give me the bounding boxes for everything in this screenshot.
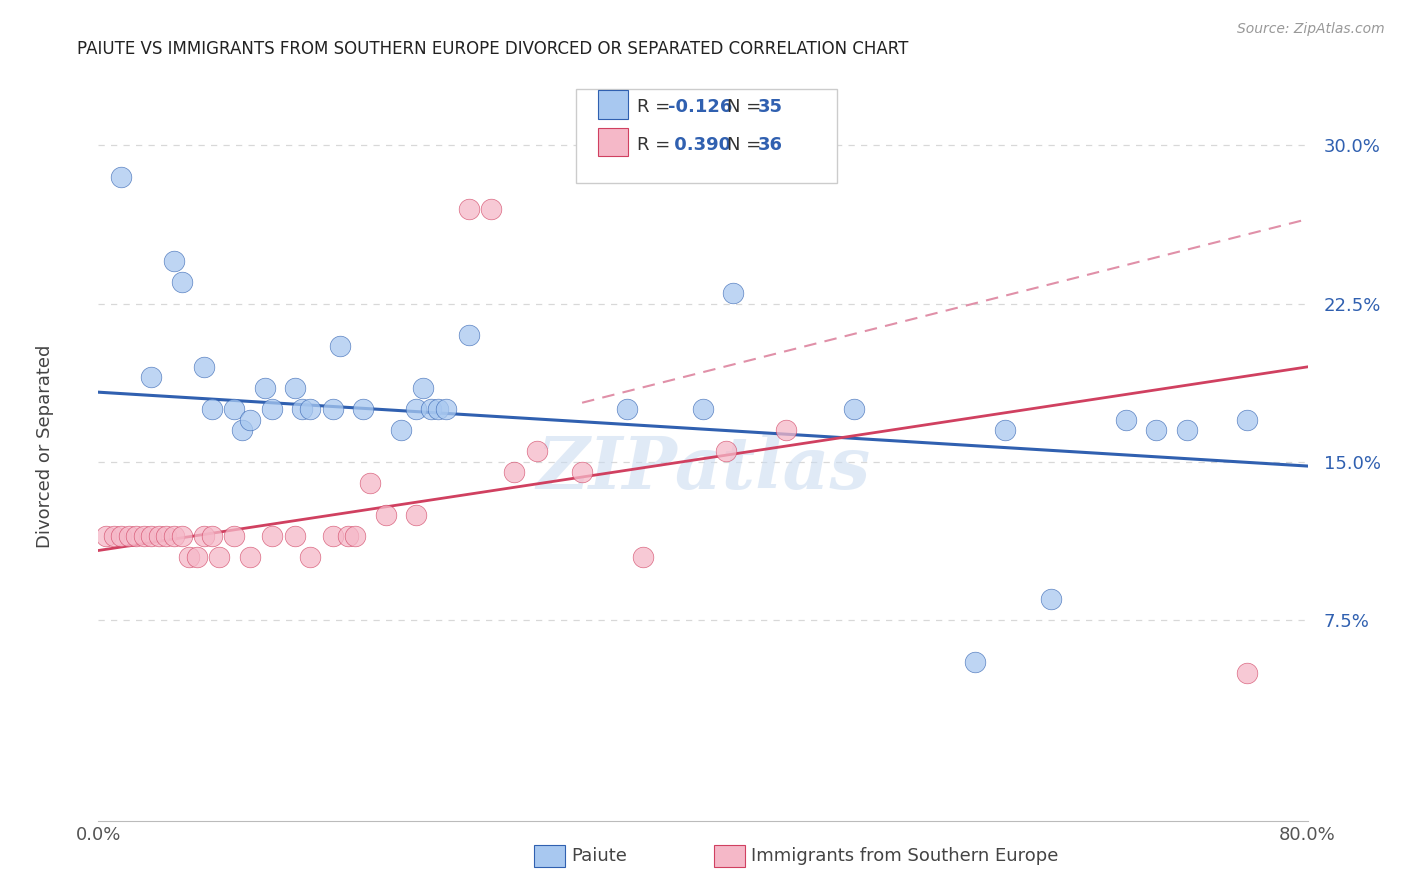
Point [193, 359, 215, 374]
Point [170, 529, 193, 543]
Point [994, 423, 1017, 437]
Point [103, 529, 125, 543]
Point [481, 202, 503, 216]
Point [284, 381, 307, 395]
Point [148, 529, 170, 543]
Point [775, 423, 797, 437]
Point [1039, 592, 1062, 607]
Point [405, 402, 427, 417]
Point [692, 402, 714, 417]
Point [284, 529, 307, 543]
Point [526, 444, 548, 458]
Point [405, 508, 427, 522]
Point [239, 412, 262, 426]
Point [1236, 412, 1258, 426]
Point [291, 402, 314, 417]
Point [503, 466, 526, 480]
Point [336, 529, 359, 543]
Point [132, 529, 155, 543]
Point [110, 169, 132, 184]
Text: ZIPatlas: ZIPatlas [536, 433, 870, 504]
Point [94, 529, 117, 543]
Point [299, 549, 322, 564]
Point [1175, 423, 1198, 437]
Point [141, 529, 163, 543]
Text: Source: ZipAtlas.com: Source: ZipAtlas.com [1237, 22, 1385, 37]
Point [186, 549, 208, 564]
Point [299, 402, 322, 417]
Point [434, 402, 457, 417]
Text: R =: R = [637, 136, 676, 153]
Text: 35: 35 [758, 98, 783, 116]
Text: -0.126: -0.126 [668, 98, 733, 116]
Text: Divorced or Separated: Divorced or Separated [37, 344, 53, 548]
Point [155, 529, 177, 543]
Text: PAIUTE VS IMMIGRANTS FROM SOUTHERN EUROPE DIVORCED OR SEPARATED CORRELATION CHAR: PAIUTE VS IMMIGRANTS FROM SOUTHERN EUROP… [77, 40, 908, 58]
Point [163, 254, 186, 268]
Point [125, 529, 148, 543]
Point [253, 381, 276, 395]
Point [239, 549, 262, 564]
Text: R =: R = [637, 98, 676, 116]
Point [322, 402, 344, 417]
Point [262, 529, 284, 543]
Point [1236, 665, 1258, 680]
Text: Paiute: Paiute [571, 847, 627, 865]
Point [163, 529, 186, 543]
Point [344, 529, 367, 543]
Point [616, 402, 638, 417]
Point [193, 529, 215, 543]
Text: N =: N = [727, 98, 766, 116]
Point [224, 529, 246, 543]
Point [427, 402, 450, 417]
Point [110, 529, 132, 543]
Point [714, 444, 737, 458]
Point [420, 402, 443, 417]
Point [1144, 423, 1167, 437]
Point [389, 423, 412, 437]
Point [457, 202, 479, 216]
Point [844, 402, 866, 417]
Point [118, 529, 141, 543]
Point [231, 423, 253, 437]
Point [352, 402, 374, 417]
Point [1115, 412, 1137, 426]
Text: 0.390: 0.390 [668, 136, 731, 153]
Point [179, 549, 201, 564]
Point [224, 402, 246, 417]
Text: 36: 36 [758, 136, 783, 153]
Point [322, 529, 344, 543]
Point [201, 402, 224, 417]
Point [208, 549, 231, 564]
Point [374, 508, 396, 522]
Text: N =: N = [727, 136, 766, 153]
Point [201, 529, 224, 543]
Point [262, 402, 284, 417]
Point [631, 549, 654, 564]
Point [412, 381, 434, 395]
Text: Immigrants from Southern Europe: Immigrants from Southern Europe [751, 847, 1059, 865]
Point [170, 276, 193, 290]
Point [457, 328, 479, 343]
Point [571, 466, 593, 480]
Point [723, 285, 745, 300]
Point [141, 370, 163, 384]
Point [329, 339, 352, 353]
Point [965, 656, 987, 670]
Point [360, 475, 382, 490]
